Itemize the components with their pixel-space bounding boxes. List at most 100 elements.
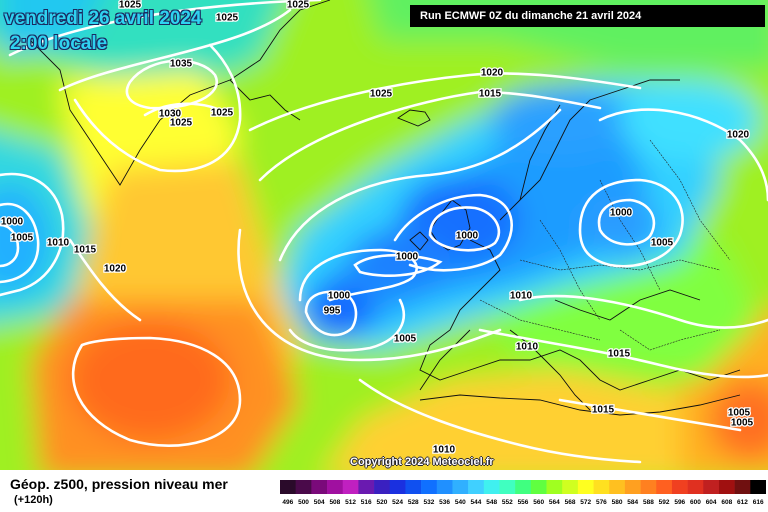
isobar-label: 1010 (47, 238, 70, 249)
color-scale-tick: 520 (376, 499, 387, 506)
model-run-banner: Run ECMWF 0Z du dimanche 21 avril 2024 (410, 5, 765, 27)
color-scale-swatch (609, 480, 626, 494)
color-scale-legend: 496 500 504 508 512 516 520 524 528 532 536 540 544 5… (280, 480, 766, 506)
color-scale-tick: 616 (753, 499, 764, 506)
isobar-label: 1020 (104, 264, 127, 275)
color-scale-tick: 548 (486, 499, 497, 506)
color-scale-tick: 604 (706, 499, 717, 506)
isobar-label: 1005 (651, 238, 674, 249)
color-scale-swatch (468, 480, 485, 494)
isobar-label: 1010 (516, 342, 539, 353)
color-scale-tick: 600 (690, 499, 701, 506)
color-scale-swatch (280, 480, 296, 494)
isobars (0, 0, 768, 462)
color-scale-tick: 500 (298, 499, 309, 506)
copyright-text: Copyright 2024 Meteociel.fr (350, 456, 494, 468)
color-scale-swatch (515, 480, 532, 494)
color-scale-tick: 560 (533, 499, 544, 506)
isobar-label: 1025 (216, 13, 239, 24)
color-scale-tick: 596 (674, 499, 685, 506)
isobar-label: 1025 (170, 118, 193, 129)
isobar-label: 1015 (74, 245, 97, 256)
color-scale-swatch (750, 480, 766, 494)
isobar-label: 1005 (394, 334, 417, 345)
color-scale-tick: 508 (329, 499, 340, 506)
color-scale-swatch (327, 480, 344, 494)
color-scale-tick: 496 (282, 499, 293, 506)
color-scale-tick: 576 (596, 499, 607, 506)
isobar-label: 1025 (287, 0, 310, 11)
local-time-label: 2:00 locale (10, 33, 108, 54)
color-scale-tick: 528 (408, 499, 419, 506)
color-scale-tick: 612 (737, 499, 748, 506)
isobar-label: 1025 (119, 0, 142, 11)
lead-time-label: (+120h) (14, 494, 53, 506)
coastlines (29, 0, 741, 416)
color-scale-tick: 564 (549, 499, 560, 506)
color-scale-tick: 584 (627, 499, 638, 506)
color-scale-swatch (311, 480, 328, 494)
color-scale-swatch (734, 480, 751, 494)
isobar-label: 1000 (456, 231, 479, 242)
isobar-label: 1005 (728, 408, 751, 419)
isobar-label: 1025 (211, 108, 234, 119)
color-scale-tick: 532 (424, 499, 435, 506)
color-scale-tick: 592 (659, 499, 670, 506)
color-scale-swatch (703, 480, 720, 494)
color-scale-swatch (374, 480, 391, 494)
isobar-label: 1010 (433, 445, 456, 456)
forecast-date-title: vendredi 26 avril 2024 (4, 8, 202, 29)
color-scale-swatch (421, 480, 438, 494)
borders (479, 139, 731, 351)
isobar-label: 1000 (610, 208, 633, 219)
color-scale-tick: 540 (455, 499, 466, 506)
isobar-label: 1000 (396, 252, 419, 263)
color-scale-swatch (624, 480, 641, 494)
isobar-label: 1005 (11, 233, 34, 244)
color-scale-swatch (358, 480, 375, 494)
color-scale-swatch (687, 480, 704, 494)
color-scale-swatch (562, 480, 579, 494)
color-scale-tick: 556 (518, 499, 529, 506)
isobar-label: 1010 (510, 291, 533, 302)
color-scale-swatch (577, 480, 594, 494)
color-scale-tick: 552 (502, 499, 513, 506)
color-scale-tick: 588 (643, 499, 654, 506)
color-scale-swatch (656, 480, 673, 494)
isobar-label: 1000 (1, 217, 24, 228)
isobar-label: 995 (324, 306, 341, 317)
pressure-map: 1025 1025 1025 1035 1030 1025 1025 1025 … (0, 0, 768, 470)
color-scale-tick: 504 (314, 499, 325, 506)
isobar-label: 1020 (727, 130, 750, 141)
color-scale-tick: 544 (471, 499, 482, 506)
isobar-label: 1035 (170, 59, 193, 70)
color-scale-swatch (452, 480, 469, 494)
color-scale-tick: 608 (721, 499, 732, 506)
color-scale-tick: 572 (580, 499, 591, 506)
isobar-label: 1015 (608, 349, 631, 360)
isobar-label: 1015 (592, 405, 615, 416)
color-scale-swatch (499, 480, 516, 494)
color-scale-swatch (671, 480, 688, 494)
color-scale-swatch (718, 480, 735, 494)
color-scale-swatch (593, 480, 610, 494)
color-scale-swatch (389, 480, 406, 494)
color-scale-tick: 524 (392, 499, 403, 506)
color-scale-tick: 580 (612, 499, 623, 506)
color-scale-swatch (546, 480, 563, 494)
color-scale-swatch (295, 480, 312, 494)
isobar-label: 1005 (731, 418, 754, 429)
isobar-label: 1000 (328, 291, 351, 302)
color-scale-tick: 568 (565, 499, 576, 506)
field-description: Géop. z500, pression niveau mer (10, 476, 228, 492)
color-scale-swatch (405, 480, 422, 494)
isobar-label: 1030 (159, 109, 182, 120)
color-scale-swatch (640, 480, 657, 494)
color-scale-tick: 536 (439, 499, 450, 506)
color-scale-swatch (342, 480, 359, 494)
color-scale-tick: 516 (361, 499, 372, 506)
isobar-label: 1025 (370, 89, 393, 100)
color-scale-tick: 512 (345, 499, 356, 506)
color-scale-swatch (483, 480, 500, 494)
